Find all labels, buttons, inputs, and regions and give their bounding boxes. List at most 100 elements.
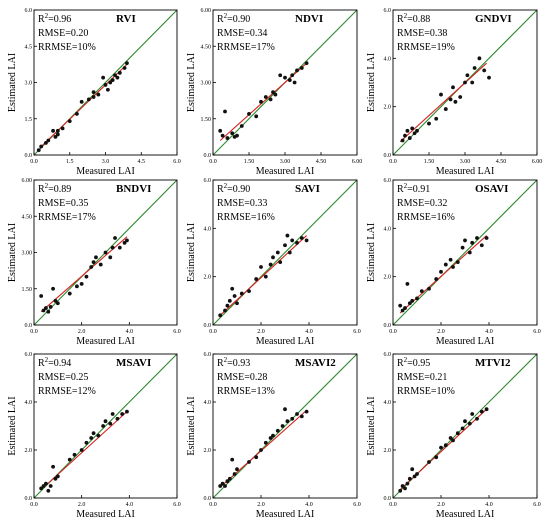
rmse-label: RMSE=0.28 [217, 372, 267, 383]
x-tick-label: 1.5 [66, 159, 74, 165]
data-point [36, 148, 41, 153]
r2-superscript: 2 [45, 12, 49, 20]
data-point [263, 440, 268, 445]
r-squared-label: R2=0.90 [217, 12, 250, 25]
data-point [101, 75, 106, 80]
data-point [91, 431, 96, 436]
y-tick-label: 4.0 [384, 226, 392, 232]
panel-title: RVI [116, 13, 136, 25]
x-axis-label: Measured LAI [436, 166, 495, 177]
fit-line [399, 62, 487, 143]
data-point [299, 236, 304, 240]
data-point [271, 255, 275, 260]
data-point [67, 457, 72, 462]
x-tick-label: 3.00 [460, 159, 471, 165]
data-point [299, 66, 304, 70]
data-point [405, 282, 410, 286]
data-point [400, 308, 405, 313]
data-point [60, 126, 65, 131]
y-tick-label: 4.0 [384, 56, 392, 62]
r2-value: =0.91 [407, 184, 430, 195]
data-point [273, 92, 278, 97]
data-point [254, 277, 259, 281]
data-point [75, 284, 79, 289]
x-tick-label: 3.0 [102, 159, 110, 165]
data-point [427, 286, 431, 291]
panel-title: GNDVI [475, 13, 512, 25]
data-point [235, 467, 239, 472]
r2-prefix: R [397, 358, 404, 369]
rmse-label: RMSE=0.32 [397, 198, 447, 209]
scatter-panel-ndvi: 0.0 1.50 3.00 4.50 6.00 0.0 1.50 3.00 4.50 6.00 Me… [186, 8, 362, 177]
data-point [53, 134, 58, 139]
data-point [96, 433, 101, 438]
y-tick-label: 4.50 [201, 44, 212, 50]
data-point [443, 262, 448, 267]
data-point [259, 99, 263, 104]
x-tick-label: 4.5 [138, 159, 146, 165]
data-point [103, 419, 108, 424]
data-point [98, 262, 103, 267]
data-point [41, 484, 46, 488]
data-point [460, 245, 465, 250]
data-point [125, 238, 129, 243]
x-axis-label: Measured LAI [436, 509, 495, 520]
x-tick-label: 2.0 [257, 502, 265, 508]
r2-superscript: 2 [404, 182, 408, 190]
data-point [403, 486, 407, 491]
x-tick-label: 4.0 [485, 502, 493, 508]
data-point [79, 282, 84, 286]
y-tick-label: 0.0 [384, 153, 392, 159]
r-squared-label: R2=0.91 [397, 182, 430, 195]
x-tick-label: 0.0 [389, 329, 397, 335]
data-point [113, 236, 117, 240]
y-tick-label: 2.0 [384, 275, 392, 281]
x-tick-label: 6.0 [353, 329, 361, 335]
x-tick-label: 4.0 [305, 329, 313, 335]
data-point [84, 274, 89, 279]
data-point [227, 476, 232, 481]
data-point [280, 424, 285, 428]
data-point [275, 250, 280, 255]
data-point [230, 286, 235, 291]
data-point [482, 68, 487, 73]
data-point [451, 85, 455, 90]
x-tick-label: 2.0 [257, 329, 265, 335]
data-point [67, 119, 72, 124]
data-point [278, 73, 283, 78]
data-point [400, 484, 405, 488]
data-point [46, 488, 51, 493]
data-point [271, 90, 275, 95]
y-tick-label: 4.0 [204, 400, 212, 406]
x-tick-label: 1.50 [244, 159, 255, 165]
data-point [263, 274, 268, 279]
y-tick-label: 6.00 [22, 178, 33, 184]
scatter-panel-osavi: 0.0 2.0 4.0 6.0 0.0 2.0 4.0 6.0 Measured LAI Esti… [366, 178, 541, 347]
data-point [405, 128, 410, 133]
data-point [467, 421, 472, 426]
data-point [475, 416, 479, 421]
data-point [125, 61, 129, 66]
data-point [290, 73, 295, 78]
fit-line [40, 63, 128, 147]
r-squared-label: R2=0.89 [38, 182, 71, 195]
data-point [465, 73, 470, 78]
panel-title: BNDVI [116, 183, 151, 195]
panel-title: OSAVI [475, 183, 508, 195]
data-point [223, 308, 227, 313]
y-tick-label: 0.0 [25, 496, 33, 502]
y-axis-label: Estimated LAI [186, 396, 197, 455]
data-point [470, 240, 475, 245]
x-tick-label: 0.0 [30, 329, 38, 335]
data-point [225, 136, 230, 140]
data-point [44, 481, 48, 486]
rrmse-label: RRMSE=17% [217, 42, 275, 53]
data-point [218, 484, 223, 488]
r2-prefix: R [217, 14, 224, 25]
scatter-panel-mtvi2: 0.0 2.0 4.0 6.0 0.0 2.0 4.0 6.0 Measured LAI Esti… [366, 352, 541, 520]
data-point [103, 250, 108, 255]
data-point [117, 70, 122, 75]
data-point [407, 301, 412, 306]
data-point [259, 448, 263, 452]
r2-superscript: 2 [404, 12, 408, 20]
